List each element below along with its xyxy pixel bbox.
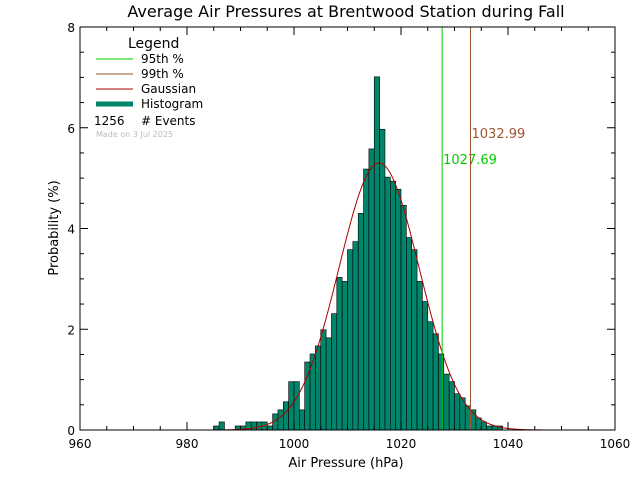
histogram-bar [341,281,348,431]
histogram-bar [266,425,273,431]
histogram-bar [406,237,413,431]
histogram-bars [213,76,503,431]
y-tick-label: 6 [67,122,75,136]
x-tick-label: 1020 [386,437,417,451]
histogram-bar [218,421,225,431]
x-tick-label: 980 [176,437,199,451]
events-label: # Events [141,114,196,128]
histogram-bar [325,337,332,431]
percentile-lines: 1027.691032.99 [441,27,526,430]
y-tick-label: 8 [67,21,75,35]
histogram-bar [309,353,316,431]
legend-label: Histogram [141,97,203,111]
histogram-bar [213,425,220,431]
y-axis: 0 2 4 6 8 [67,21,615,438]
legend-label: Gaussian [141,82,196,96]
histogram-bar [448,381,455,431]
histogram-bar [438,353,445,431]
x-tick-label: 1040 [493,437,524,451]
histogram-bar [400,205,407,431]
legend-title: Legend [128,36,179,52]
x-tick-label: 1060 [600,437,631,451]
x-axis-label: Air Pressure (hPa) [288,456,403,471]
histogram-bar [416,281,423,431]
x-axis: 960 980 1000 1020 1040 1060 [69,27,631,451]
y-tick-label: 4 [67,223,75,237]
histogram-bar [422,301,429,431]
percentile-value-label: 1032.99 [472,127,526,142]
histogram-bar [293,381,300,431]
x-tick-label: 1000 [279,437,310,451]
histogram-bar [363,168,370,431]
histogram-bar [368,148,375,431]
histogram-bar [395,188,402,431]
chart-title: Average Air Pressures at Brentwood Stati… [127,2,564,21]
histogram-bar [432,333,439,431]
histogram-bar [282,401,289,431]
histogram-bar [347,249,354,431]
legend-label: 95th % [141,52,184,66]
histogram-bar [443,373,450,431]
events-count: 1256 [94,114,125,128]
y-tick-label: 0 [67,424,75,438]
histogram-bar [315,345,322,431]
histogram-bar [486,425,493,431]
histogram-bar [475,417,482,431]
histogram-bar [373,76,380,431]
histogram-bar [336,277,343,431]
histogram-bar [357,213,364,431]
histogram-bar [454,393,461,431]
histogram-bar [320,329,327,431]
histogram-bar [331,313,338,431]
histogram-bar [250,421,257,431]
x-tick-label: 960 [69,437,92,451]
histogram-bar [427,321,434,431]
histogram-bar [277,409,284,431]
made-on-note: Made on 3 Jul 2025 [96,130,173,139]
histogram-bar [352,241,359,431]
histogram-bar [299,409,306,431]
histogram-bar [379,128,386,431]
histogram-bar [384,176,391,431]
y-axis-label: Probability (%) [47,180,62,275]
histogram-bar [480,421,487,431]
legend-label: 99th % [141,67,184,81]
histogram-bar [389,180,396,431]
y-tick-label: 2 [67,323,75,337]
histogram-bar [411,249,418,431]
